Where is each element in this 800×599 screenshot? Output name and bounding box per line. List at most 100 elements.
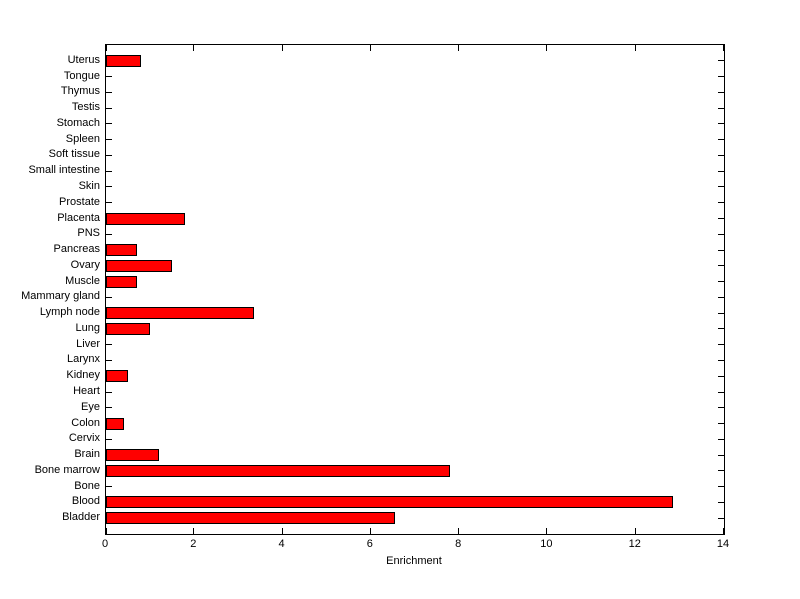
x-tick bbox=[723, 528, 724, 534]
x-tick bbox=[723, 45, 724, 51]
y-tick-right bbox=[718, 312, 724, 314]
y-tick-right bbox=[718, 517, 724, 519]
y-tick-left bbox=[106, 296, 112, 298]
category-label-brain: Brain bbox=[74, 448, 100, 461]
bar-lymph-node bbox=[106, 307, 254, 320]
y-tick-right bbox=[718, 154, 724, 156]
x-tick-label-10: 10 bbox=[540, 538, 553, 550]
y-tick-right bbox=[718, 91, 724, 93]
bar-muscle bbox=[106, 275, 137, 288]
y-tick-left bbox=[106, 139, 112, 141]
x-tick bbox=[106, 528, 107, 534]
x-tick bbox=[546, 528, 548, 534]
x-tick-label-8: 8 bbox=[455, 538, 462, 550]
y-tick-right bbox=[718, 501, 724, 503]
y-tick-right bbox=[718, 170, 724, 172]
y-tick-right bbox=[718, 202, 724, 204]
x-tick bbox=[106, 45, 107, 51]
x-tick bbox=[634, 45, 636, 51]
y-tick-left bbox=[106, 76, 112, 78]
plot-area bbox=[105, 44, 725, 535]
x-tick bbox=[369, 528, 371, 534]
x-axis-label: Enrichment bbox=[386, 555, 442, 567]
y-tick-right bbox=[718, 107, 724, 109]
category-label-liver: Liver bbox=[76, 337, 100, 350]
category-label-small-intestine: Small intestine bbox=[28, 164, 100, 177]
y-tick-right bbox=[718, 76, 724, 78]
y-tick-right bbox=[718, 359, 724, 361]
category-label-kidney: Kidney bbox=[66, 369, 100, 382]
bar-bone-marrow bbox=[106, 464, 450, 477]
category-label-eye: Eye bbox=[81, 400, 100, 413]
category-label-ovary: Ovary bbox=[70, 258, 100, 271]
y-tick-left bbox=[106, 407, 112, 409]
y-tick-left bbox=[106, 202, 112, 204]
y-tick-right bbox=[718, 391, 724, 393]
x-tick-label-4: 4 bbox=[278, 538, 285, 550]
bar-brain bbox=[106, 449, 159, 462]
x-tick bbox=[458, 528, 460, 534]
y-tick-right bbox=[718, 328, 724, 330]
category-label-uterus: Uterus bbox=[67, 53, 100, 66]
category-label-bone: Bone bbox=[74, 479, 100, 492]
category-label-muscle: Muscle bbox=[65, 274, 100, 287]
y-tick-right bbox=[718, 438, 724, 440]
y-tick-right bbox=[718, 249, 724, 251]
y-tick-left bbox=[106, 154, 112, 156]
y-tick-left bbox=[106, 91, 112, 93]
x-tick bbox=[193, 528, 195, 534]
x-tick-label-6: 6 bbox=[366, 538, 373, 550]
bar-ovary bbox=[106, 259, 172, 272]
x-tick-label-12: 12 bbox=[628, 538, 641, 550]
x-tick-label-2: 2 bbox=[190, 538, 197, 550]
category-label-placenta: Placenta bbox=[57, 211, 100, 224]
y-tick-right bbox=[718, 486, 724, 488]
y-tick-right bbox=[718, 296, 724, 298]
y-tick-right bbox=[718, 454, 724, 456]
y-tick-right bbox=[718, 265, 724, 267]
category-label-larynx: Larynx bbox=[66, 353, 100, 366]
y-tick-right bbox=[718, 186, 724, 188]
x-tick bbox=[281, 45, 283, 51]
category-label-bone-marrow: Bone marrow bbox=[34, 463, 100, 476]
y-tick-right bbox=[718, 375, 724, 377]
category-label-spleen: Spleen bbox=[65, 132, 100, 145]
y-tick-right bbox=[718, 423, 724, 425]
y-tick-left bbox=[106, 233, 112, 235]
x-tick bbox=[369, 45, 371, 51]
category-label-soft-tissue: Soft tissue bbox=[48, 148, 100, 161]
bar-uterus bbox=[106, 54, 141, 67]
y-tick-left bbox=[106, 107, 112, 109]
y-tick-right bbox=[718, 470, 724, 472]
category-label-pns: PNS bbox=[77, 227, 100, 240]
y-tick-right bbox=[718, 218, 724, 220]
y-tick-left bbox=[106, 344, 112, 346]
x-tick-label-0: 0 bbox=[101, 538, 109, 550]
category-label-heart: Heart bbox=[73, 385, 100, 398]
bar-kidney bbox=[106, 370, 128, 383]
y-tick-left bbox=[106, 359, 112, 361]
bar-lung bbox=[106, 322, 150, 335]
bar-bladder bbox=[106, 512, 395, 525]
category-label-cervix: Cervix bbox=[68, 432, 100, 445]
y-tick-right bbox=[718, 281, 724, 283]
bar-pancreas bbox=[106, 244, 137, 257]
category-label-lymph-node: Lymph node bbox=[39, 306, 100, 319]
x-tick bbox=[193, 45, 195, 51]
x-tick bbox=[546, 45, 548, 51]
y-tick-left bbox=[106, 438, 112, 440]
y-tick-right bbox=[718, 139, 724, 141]
category-label-testis: Testis bbox=[71, 101, 100, 114]
category-label-blood: Blood bbox=[71, 495, 100, 508]
bar-placenta bbox=[106, 212, 185, 225]
y-tick-right bbox=[718, 60, 724, 62]
category-label-prostate: Prostate bbox=[59, 195, 100, 208]
x-tick-label-14: 14 bbox=[716, 538, 730, 550]
y-tick-right bbox=[718, 233, 724, 235]
category-label-colon: Colon bbox=[71, 416, 100, 429]
y-tick-right bbox=[718, 123, 724, 125]
y-tick-right bbox=[718, 407, 724, 409]
bar-colon bbox=[106, 417, 124, 430]
category-label-stomach: Stomach bbox=[56, 116, 100, 129]
